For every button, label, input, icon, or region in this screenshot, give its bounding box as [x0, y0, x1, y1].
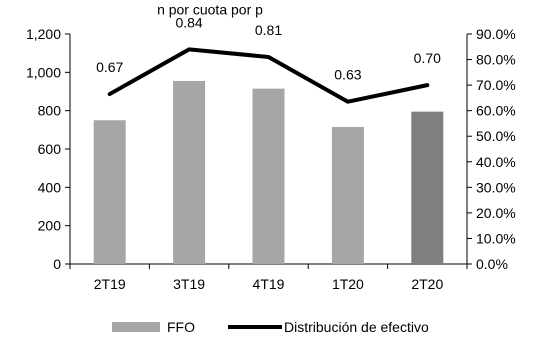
right-tick-label: 70.0%: [476, 77, 516, 93]
distribution-data-label: 0.84: [175, 14, 202, 30]
right-tick-label: 20.0%: [476, 205, 516, 221]
bars: [93, 80, 444, 264]
legend-ffo-swatch: [112, 322, 160, 332]
ffo-bar: [411, 111, 444, 264]
left-tick-label: 400: [38, 179, 62, 195]
legend-ffo-label: FFO: [167, 319, 195, 335]
left-tick-label: 800: [38, 103, 62, 119]
axes: 0 200 400 600 800 1,000 1,200 0.0% 10.0% 20.0% 30.…: [26, 26, 516, 292]
distribution-line: [107, 47, 430, 104]
left-tick-label: 0: [53, 256, 61, 272]
left-tick-label: 200: [38, 218, 62, 234]
right-tick-label: 50.0%: [476, 128, 516, 144]
right-tick-label: 10.0%: [476, 230, 516, 246]
chart-subtitle-fragment: n por cuota por p: [157, 1, 263, 17]
right-tick-label: 0.0%: [476, 256, 508, 272]
right-tick-label: 30.0%: [476, 179, 516, 195]
x-tick-label: 2T19: [94, 276, 126, 292]
ffo-bar: [331, 126, 364, 264]
distribution-data-label: 0.70: [414, 50, 441, 66]
left-tick-label: 1,200: [26, 26, 61, 42]
distribution-data-label: 0.63: [334, 67, 361, 83]
right-tick-label: 80.0%: [476, 52, 516, 68]
x-tick-label: 1T20: [332, 276, 364, 292]
legend: FFO Distribución de efectivo: [112, 319, 429, 335]
x-tick-label: 2T20: [411, 276, 443, 292]
right-tick-label: 60.0%: [476, 103, 516, 119]
ffo-bar: [252, 88, 285, 264]
x-tick-label: 4T19: [253, 276, 285, 292]
left-tick-label: 1,000: [26, 64, 61, 80]
left-tick-label: 600: [38, 141, 62, 157]
distribution-data-label: 0.67: [96, 59, 123, 75]
distribution-data-label: 0.81: [255, 22, 282, 38]
line-series: 0.67 0.84 0.81 0.63 0.70: [96, 14, 441, 104]
ffo-bar: [173, 80, 206, 264]
right-tick-label: 40.0%: [476, 154, 516, 170]
right-tick-label: 90.0%: [476, 26, 516, 42]
x-tick-label: 3T19: [173, 276, 205, 292]
ffo-bar: [93, 120, 126, 264]
legend-distribution-label: Distribución de efectivo: [284, 319, 429, 335]
